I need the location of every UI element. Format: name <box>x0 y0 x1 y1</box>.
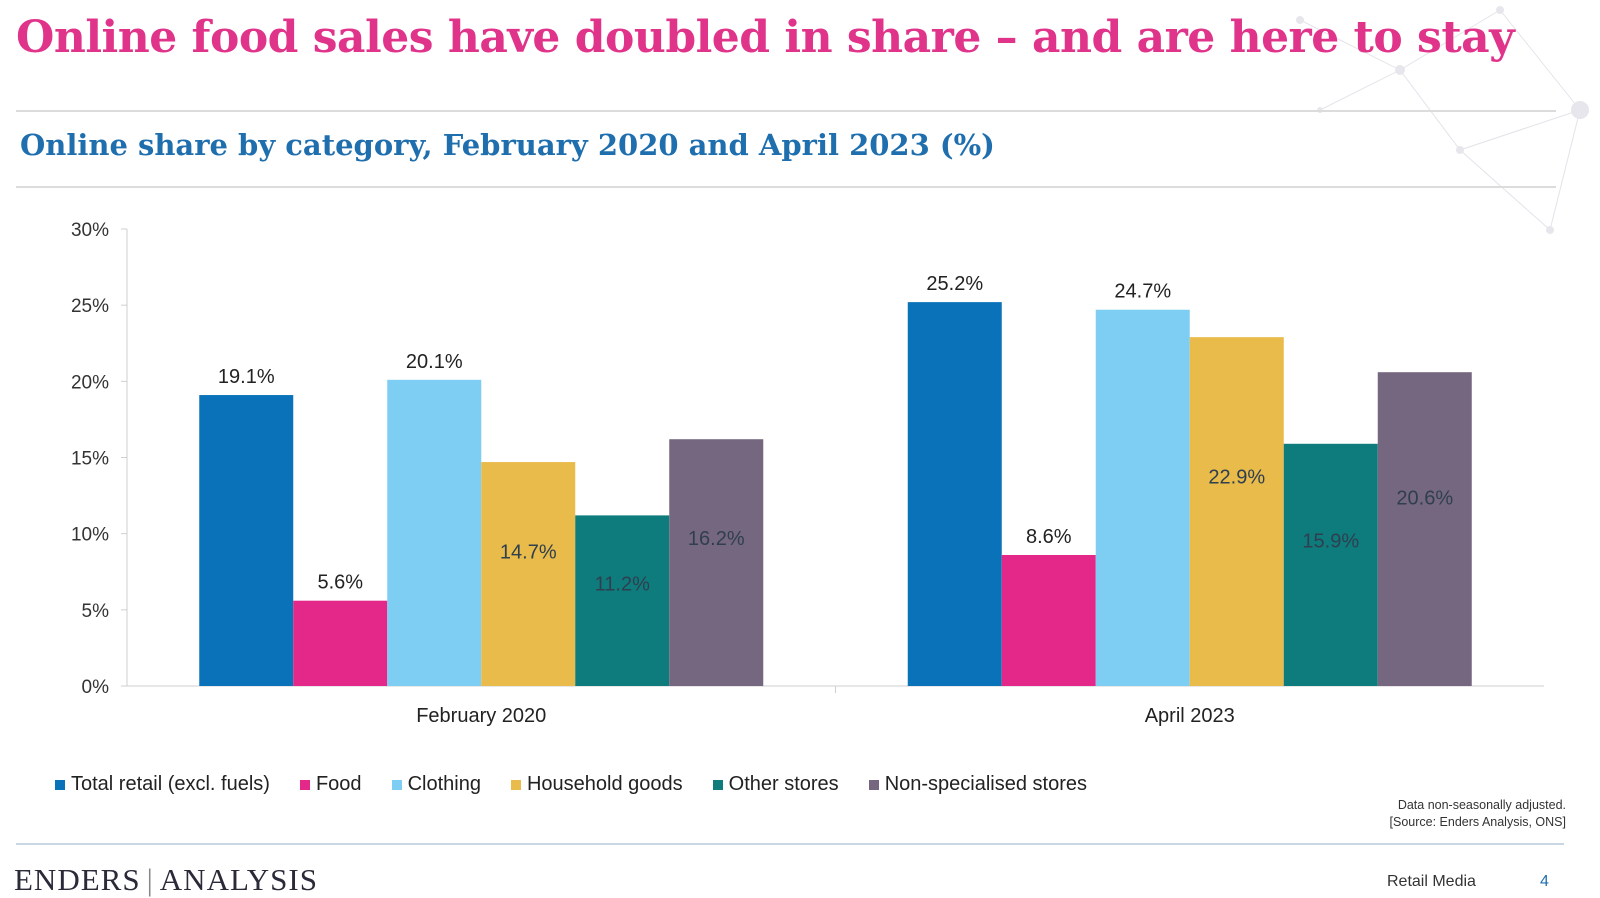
bar <box>907 302 1002 686</box>
bar <box>1283 443 1378 686</box>
footer-section-label: Retail Media <box>1387 873 1476 890</box>
legend-label: Household goods <box>526 773 683 795</box>
bar <box>387 379 482 686</box>
y-tick-label: 25% <box>71 296 109 317</box>
data-label: 24.7% <box>1114 281 1171 303</box>
bar <box>293 600 388 686</box>
data-label: 11.2% <box>595 574 650 596</box>
bar-chart: 0% 5% 10% 15% 20% 25% 30% 19.1% 5.6% 20.1% 14.7% 11… <box>71 220 1544 727</box>
legend-label: Other stores <box>728 773 839 795</box>
y-tick-label: 20% <box>71 372 109 393</box>
legend-swatch <box>868 779 879 790</box>
footer-divider <box>16 843 1564 845</box>
legend-label: Total retail (excl. fuels) <box>71 773 270 795</box>
x-category-label: April 2023 <box>1145 705 1235 727</box>
y-tick-label: 30% <box>71 220 109 241</box>
bar <box>669 439 764 686</box>
network-decoration <box>1296 6 1589 234</box>
legend-item: Clothing <box>391 773 481 796</box>
subtitle-divider <box>16 186 1556 188</box>
note-adjustment: Data non-seasonally adjusted. <box>1397 798 1566 812</box>
legend-item: Food <box>299 773 362 796</box>
legend-label: Food <box>315 773 362 795</box>
data-label: 14.7% <box>500 542 557 564</box>
legend-label: Clothing <box>407 773 481 795</box>
bar <box>1377 372 1472 686</box>
data-label: 20.6% <box>1396 488 1453 510</box>
legend-item: Total retail (excl. fuels) <box>55 773 270 796</box>
bar <box>1189 337 1284 686</box>
y-tick-label: 10% <box>71 525 109 546</box>
legend-item: Other stores <box>712 773 839 796</box>
data-label: 25.2% <box>926 273 983 295</box>
data-label: 22.9% <box>1208 467 1265 489</box>
data-label: 8.6% <box>1026 526 1072 548</box>
bar <box>481 462 576 686</box>
chart-subtitle: Online share by category, February 2020 … <box>20 128 995 162</box>
bar <box>199 395 294 686</box>
bar <box>1001 554 1096 686</box>
note-source: [Source: Enders Analysis, ONS] <box>1389 815 1566 829</box>
title-divider <box>16 110 1556 112</box>
logo-word-analysis: ANALYSIS <box>159 862 318 897</box>
logo-word-enders: ENDERS <box>14 862 141 897</box>
bar <box>1095 309 1190 686</box>
chart-legend: Total retail (excl. fuels) Food Clothing Ho… <box>55 773 1117 796</box>
legend-swatch <box>55 779 65 790</box>
x-category-label: February 2020 <box>416 705 546 727</box>
legend-swatch <box>510 779 521 790</box>
y-tick-label: 15% <box>71 449 109 470</box>
page-number: 4 <box>1540 873 1549 890</box>
y-tick-label: 0% <box>82 677 110 698</box>
legend-item: Non-specialised stores <box>868 773 1088 796</box>
data-label: 20.1% <box>406 351 463 373</box>
legend-label: Non-specialised stores <box>884 773 1088 795</box>
legend-swatch <box>299 779 310 790</box>
data-label: 16.2% <box>688 528 745 550</box>
data-label: 19.1% <box>218 366 275 388</box>
logo-separator: | <box>146 862 154 897</box>
source-note: Data non-seasonally adjusted. [Source: E… <box>1390 797 1566 831</box>
bar <box>575 515 670 686</box>
slide-title: Online food sales have doubled in share … <box>16 12 1515 63</box>
enders-analysis-logo: ENDERS | ANALYSIS <box>14 862 318 898</box>
legend-swatch <box>712 779 723 790</box>
legend-item: Household goods <box>510 773 683 796</box>
data-label: 15.9% <box>1302 531 1359 553</box>
y-tick-label: 5% <box>82 601 110 622</box>
legend-swatch <box>391 779 402 790</box>
data-label: 5.6% <box>317 572 363 594</box>
